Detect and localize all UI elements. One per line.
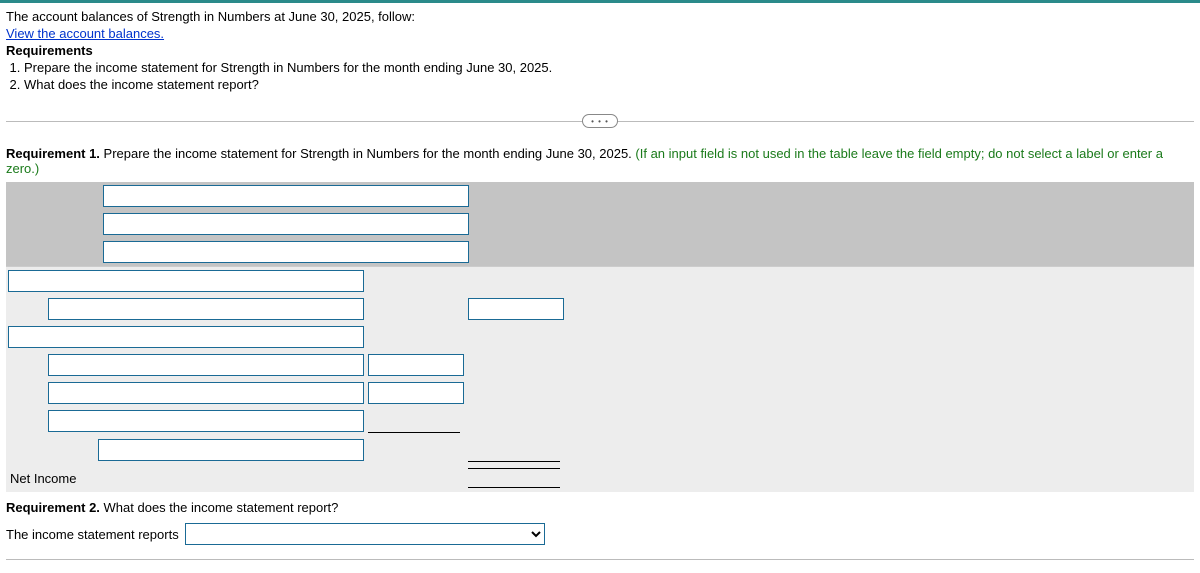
amount-blank: [366, 267, 466, 295]
amount-blank: [466, 379, 566, 407]
amount-underline: [468, 440, 560, 462]
amount-blank: [366, 295, 466, 323]
requirement-2-text: What does the income statement report?: [100, 500, 338, 515]
statement-header: [6, 182, 1194, 266]
amount-input[interactable]: [368, 354, 464, 376]
header-input-title[interactable]: [103, 213, 469, 235]
requirements-list: Prepare the income statement for Strengt…: [24, 60, 1194, 92]
header-blank-right: [471, 182, 566, 266]
net-income-label: Net Income: [6, 465, 366, 492]
requirement-item: Prepare the income statement for Strengt…: [24, 60, 1194, 75]
amount-input[interactable]: [368, 382, 464, 404]
page-root: The account balances of Strength in Numb…: [0, 0, 1200, 570]
requirement-1-text: Prepare the income statement for Strengt…: [100, 146, 635, 161]
amount-blank: [366, 323, 466, 351]
amount-double-underline: [468, 468, 560, 488]
amount-input[interactable]: [468, 298, 564, 320]
amount-blank: [466, 267, 566, 295]
line-label-input[interactable]: [48, 410, 364, 432]
requirement-2-label: Requirement 2.: [6, 500, 100, 515]
amount-blank: [466, 323, 566, 351]
answer-prefix: The income statement reports: [6, 527, 179, 542]
amount-blank: [466, 407, 566, 436]
line-label-input[interactable]: [48, 382, 364, 404]
income-statement-reports-select[interactable]: [185, 523, 545, 545]
line-label-input[interactable]: [48, 354, 364, 376]
requirement-1-prompt: Requirement 1. Prepare the income statem…: [6, 146, 1194, 176]
income-statement-table: Net Income: [6, 182, 1194, 492]
amount-blank: [366, 436, 466, 465]
line-label-input[interactable]: [8, 270, 364, 292]
intro-text: The account balances of Strength in Numb…: [6, 9, 1194, 24]
section-divider: • • •: [6, 114, 1194, 128]
statement-body: Net Income: [6, 266, 1194, 492]
requirement-2-block: Requirement 2. What does the income stat…: [6, 500, 1194, 545]
header-input-period[interactable]: [103, 241, 469, 263]
requirements-heading: Requirements: [6, 43, 1194, 58]
bottom-divider: [6, 559, 1194, 560]
more-pill[interactable]: • • •: [582, 114, 618, 128]
amount-underline: [368, 411, 460, 433]
line-label-input[interactable]: [98, 439, 364, 461]
line-label-input[interactable]: [8, 326, 364, 348]
amount-blank: [366, 465, 466, 492]
line-label-input[interactable]: [48, 298, 364, 320]
requirement-item: What does the income statement report?: [24, 77, 1194, 92]
header-blank-left: [6, 182, 101, 266]
requirement-1-label: Requirement 1.: [6, 146, 100, 161]
header-input-company[interactable]: [103, 185, 469, 207]
view-balances-link[interactable]: View the account balances.: [6, 26, 164, 41]
amount-blank: [466, 351, 566, 379]
